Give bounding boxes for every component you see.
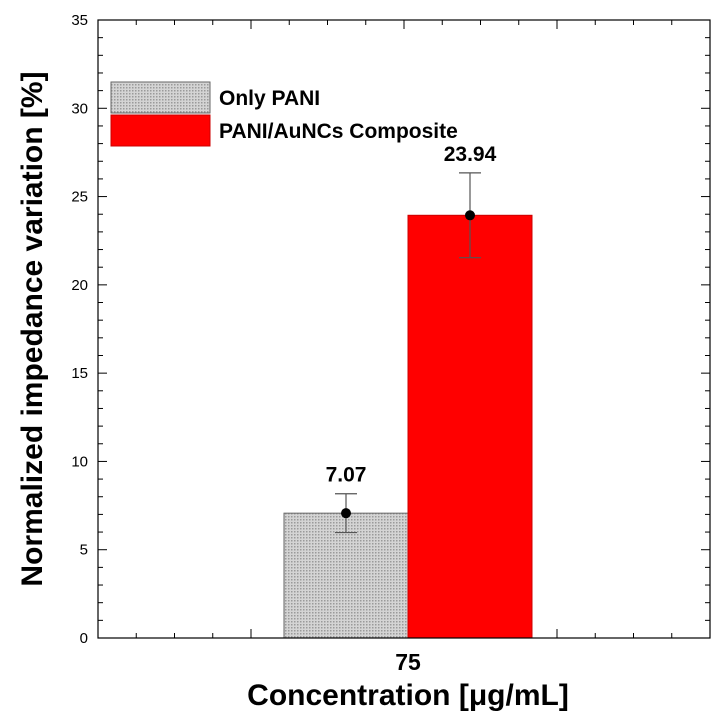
y-axis-ticks: 0 5 10 15 20 25 30 35 <box>71 12 710 647</box>
mean-marker <box>465 210 475 221</box>
data-label-pani-aunc: 23.94 <box>444 143 497 166</box>
x-axis-category-label: 75 <box>395 649 421 675</box>
y-tick-label: 0 <box>80 630 88 647</box>
legend-label-only-pani: Only PANI <box>219 87 320 110</box>
legend-swatch-pani-aunc <box>110 114 211 147</box>
x-axis-title: Concentration [μg/mL] <box>247 679 569 712</box>
bar-pani-aunc <box>407 214 533 639</box>
y-tick-label: 30 <box>71 100 88 117</box>
y-axis-title: Normalized impedance variation [%] <box>16 71 49 586</box>
y-tick-label: 35 <box>71 12 88 29</box>
legend: Only PANI PANI/AuNCs Composite <box>110 81 458 147</box>
y-tick-label: 10 <box>71 453 88 470</box>
data-label-only-pani: 7.07 <box>326 464 367 487</box>
legend-label-pani-aunc: PANI/AuNCs Composite <box>219 120 458 143</box>
bar-only-pani <box>283 512 409 639</box>
plot-frame <box>97 19 711 639</box>
data-labels: 7.07 23.94 <box>326 143 497 487</box>
y-tick-label: 15 <box>71 365 88 382</box>
y-tick-label: 5 <box>80 542 88 559</box>
error-bars <box>335 172 481 534</box>
legend-swatch-only-pani <box>110 81 211 114</box>
mean-marker <box>341 508 351 519</box>
y-tick-label: 25 <box>71 189 88 206</box>
bars <box>283 214 533 639</box>
y-tick-label: 20 <box>71 277 88 294</box>
